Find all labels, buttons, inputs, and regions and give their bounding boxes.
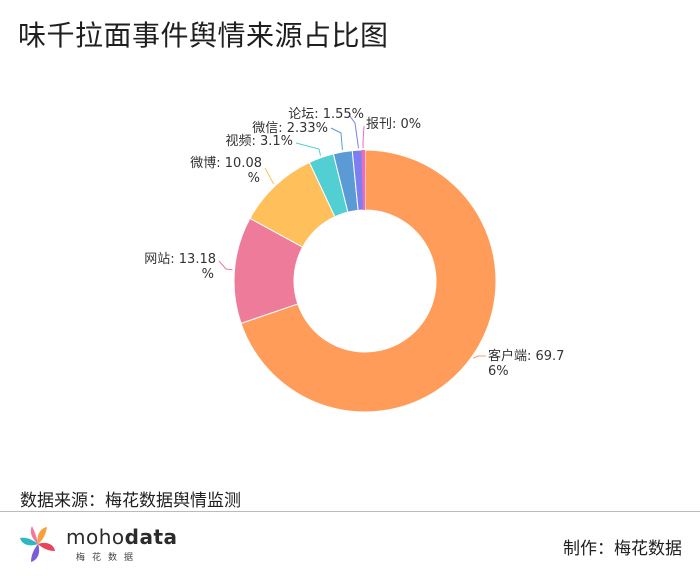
label-leader-line (264, 167, 275, 185)
donut-slice[interactable] (240, 149, 497, 413)
credit-note: 制作：梅花数据 (563, 539, 682, 559)
slice-label: 视频: 3.1% (225, 134, 293, 149)
label-leader-line (330, 127, 343, 150)
slice-label: 报刊: 0% (366, 117, 421, 132)
label-leader-line (362, 125, 365, 149)
label-leader-line (295, 142, 321, 156)
slice-label: 论坛: 1.55% (288, 107, 364, 122)
label-leader-line (472, 355, 486, 359)
donut-chart: 客户端: 69.7 6% 网站: 13.18% 微博: 10.08% 视频: 3.1% 微… (0, 70, 700, 480)
label-leader-line (348, 114, 360, 149)
pinwheel-logo-icon (20, 526, 55, 562)
slice-label: 微信: 2.33% (252, 121, 328, 136)
data-source-note: 数据来源：梅花数据舆情监测 (20, 491, 241, 511)
logo-subtext: 梅花数据 (76, 553, 141, 563)
slice-label: 网站: 13.18% (144, 252, 216, 282)
slice-label: 微博: 10.08% (190, 156, 262, 186)
slice-label: 客户端: 69.7 6% (488, 348, 564, 379)
footer-divider (0, 511, 700, 512)
chart-title: 味千拉面事件舆情来源占比图 (18, 19, 389, 52)
donut-chart-svg: 客户端: 69.7 6% 网站: 13.18 % 微博: 10.08 % 视频: 3.1%微… (144, 107, 564, 413)
donut-slice[interactable] (361, 150, 365, 211)
logo-wordmark: mohodata (66, 525, 178, 549)
mohodata-logo: mohodata 梅花数据 (18, 521, 178, 569)
label-leader-line (218, 260, 233, 271)
